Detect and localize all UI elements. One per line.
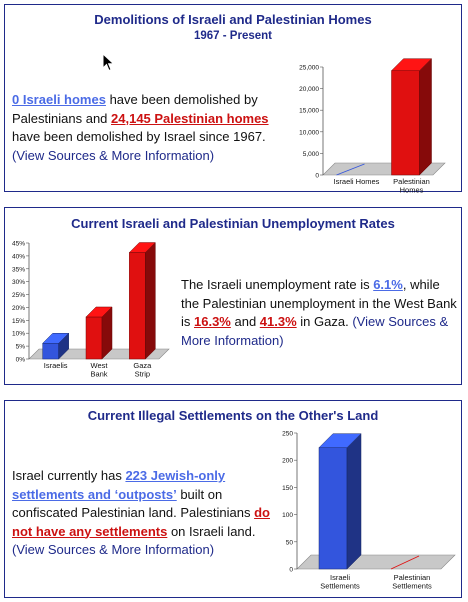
y-tick-label: 0%: [16, 357, 26, 364]
category-label: West: [91, 361, 109, 370]
y-tick-label: 50: [286, 539, 294, 546]
category-label: Palestinian: [394, 573, 431, 582]
y-tick-label: 5%: [16, 344, 26, 351]
category-label: Bank: [90, 370, 107, 379]
y-tick-label: 10,000: [299, 129, 319, 136]
demolitions-subtitle: 1967 - Present: [194, 30, 272, 42]
bar-side: [419, 58, 432, 176]
bar-top: [85, 306, 113, 318]
bar-side: [346, 433, 362, 570]
settlements-panel: Current Illegal Settlements on the Other…: [4, 400, 462, 598]
unemployment-text-3: and: [230, 314, 260, 329]
unemployment-text-4: in Gaza.: [296, 314, 353, 329]
bar-side: [145, 241, 156, 360]
category-label: Israeli Homes: [334, 177, 380, 186]
unemployment-text-1: The Israeli unemployment rate is: [181, 277, 374, 292]
y-tick-label: 5,000: [303, 151, 320, 158]
category-label: Settlements: [320, 582, 360, 591]
y-tick-label: 30%: [12, 279, 25, 286]
y-tick-label: 0: [289, 567, 293, 574]
y-tick-label: 150: [282, 485, 293, 492]
y-tick-label: 20,000: [299, 86, 319, 93]
unemployment-text-2: , while the Palestinian unemployment in …: [181, 277, 457, 329]
bar-zero: [390, 555, 420, 570]
no-settlements-link[interactable]: do not have any settlements: [12, 505, 270, 539]
bar-top: [128, 242, 156, 253]
settlements-text-3: on Israeli land.: [167, 523, 256, 539]
bar: [42, 343, 59, 360]
bar-top: [390, 58, 433, 71]
unemployment-chart: 0% 5% 10% 15% 20% 25% 30% 35% 40% 45% Israelis West…: [12, 241, 170, 379]
category-label: Homes: [400, 186, 424, 195]
demolitions-text-1: have been demolished by Palestinians and: [12, 92, 258, 126]
y-tick-label: 15%: [12, 318, 25, 325]
israeli-homes-link[interactable]: 0 Israeli homes: [12, 92, 106, 107]
unemployment-title: Current Israeli and Palestinian Unemploy…: [71, 216, 395, 231]
category-label: Palestinian: [393, 177, 430, 186]
demolitions-sources-link[interactable]: (View Sources & More Information): [12, 147, 215, 163]
bar: [391, 70, 420, 176]
demolitions-title: Demolitions of Israeli and Palestinian H…: [94, 12, 372, 27]
category-label: Strip: [135, 370, 150, 379]
demolitions-text-2: have been demolished by Israel since 196…: [12, 129, 266, 144]
unemployment-sources-link[interactable]: (View Sources & More Information): [181, 314, 449, 348]
bar: [129, 252, 146, 360]
y-tick-label: 15,000: [299, 108, 319, 115]
y-tick-label: 45%: [12, 241, 25, 248]
gaza-rate-link[interactable]: 41.3%: [259, 314, 297, 329]
demolitions-panel: Demolitions of Israeli and Palestinian H…: [4, 4, 462, 195]
settlements-title: Current Illegal Settlements on the Other…: [87, 408, 379, 423]
category-label: Israeli: [330, 573, 350, 582]
category-label: Israelis: [44, 361, 68, 370]
y-tick-label: 20%: [12, 305, 25, 312]
y-tick-label: 200: [282, 458, 293, 465]
settlements-chart: 050100150200250IsraeliSettlementsPalesti…: [282, 431, 456, 591]
y-tick-label: 0: [315, 173, 319, 180]
settlements-text: Israel currently has 223 Jewish-only set…: [12, 467, 278, 560]
bar-top: [318, 433, 362, 448]
bar-top: [42, 333, 70, 344]
y-tick-label: 40%: [12, 253, 25, 260]
demolitions-text: 0 Israeli homes have been demolished by …: [12, 91, 274, 165]
israeli-rate-link[interactable]: 6.1%: [373, 277, 403, 292]
y-tick-label: 10%: [12, 331, 25, 338]
settlements-sources-link[interactable]: (View Sources & More Information): [12, 542, 215, 557]
jewish-settlements-link[interactable]: 223 Jewish-only settlements and ‘outpost…: [12, 468, 226, 502]
mouse-cursor-icon: [102, 53, 115, 72]
palestinian-homes-link[interactable]: 24,145 Palestinian homes: [111, 110, 269, 126]
bar: [318, 447, 348, 570]
category-label: Settlements: [392, 582, 432, 591]
y-tick-label: 25%: [12, 292, 25, 299]
y-tick-label: 250: [282, 431, 293, 438]
settlements-text-1: Israel currently has: [12, 468, 126, 483]
settlements-text-2: built on confiscated Palestinian land. P…: [12, 486, 255, 521]
unemployment-panel: Current Israeli and Palestinian Unemploy…: [4, 207, 462, 385]
category-label: Gaza: [133, 361, 152, 370]
y-tick-label: 25,000: [299, 65, 319, 72]
unemployment-text: The Israeli unemployment rate is 6.1%, w…: [181, 276, 457, 350]
demolitions-chart: 0 5,000 10,000 15,000 20,000 25,000 Israeli Ho…: [299, 58, 446, 195]
westbank-rate-link[interactable]: 16.3%: [194, 314, 231, 329]
y-tick-label: 100: [282, 512, 293, 519]
bar: [85, 316, 103, 360]
bar-zero: [336, 163, 365, 176]
y-tick-label: 35%: [12, 266, 25, 273]
